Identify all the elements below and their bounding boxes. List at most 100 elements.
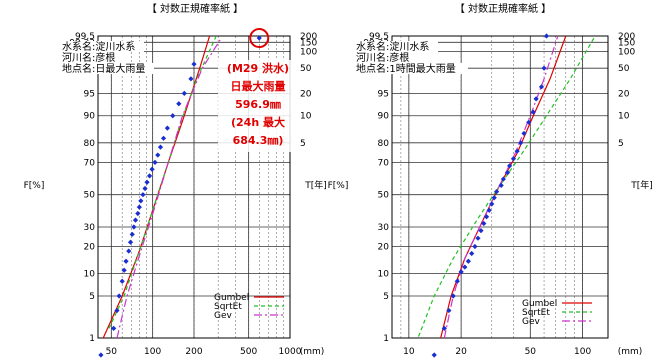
fit-line-gev — [116, 39, 221, 338]
data-point — [131, 224, 137, 230]
x-tick-label: 1000 — [279, 347, 302, 357]
y-tick-label: 95 — [84, 89, 95, 99]
legend-label: SqrtEt — [522, 308, 550, 318]
data-point — [541, 65, 547, 71]
data-point — [454, 278, 460, 284]
data-point — [155, 152, 161, 158]
data-point — [489, 201, 495, 207]
x-tick-label: 100 — [574, 347, 591, 357]
data-point — [176, 101, 182, 107]
y-tick-label: 1 — [89, 334, 95, 344]
data-point — [138, 198, 144, 204]
x-tick-label: 200 — [185, 347, 202, 357]
data-point — [188, 76, 194, 82]
y2-tick-label: 10 — [300, 112, 312, 122]
data-point — [132, 217, 139, 223]
x-tick-label: 100 — [144, 347, 161, 357]
info-line: 河川名:彦根 — [356, 51, 409, 64]
y2-tick-label: 100 — [618, 47, 635, 57]
data-point — [144, 179, 150, 185]
y-tick-label: 90 — [378, 112, 390, 122]
data-point — [465, 258, 471, 264]
data-point — [164, 125, 170, 131]
data-point — [472, 243, 478, 250]
data-point — [149, 166, 155, 172]
data-point — [450, 293, 456, 299]
annotation-line: 596.9㎜ — [235, 98, 281, 111]
data-point — [498, 182, 504, 188]
info-background — [60, 52, 124, 63]
y2-tick-label: 50 — [618, 64, 630, 74]
y-tick-label: 99.5 — [75, 32, 95, 42]
x-tick-label: 50 — [525, 347, 537, 357]
data-point — [191, 61, 197, 67]
y-axis-label: F[%] — [24, 181, 45, 191]
data-point — [469, 250, 475, 257]
y2-tick-label: 10 — [618, 112, 630, 122]
y2-tick-label: 150 — [300, 38, 317, 48]
data-point — [123, 258, 129, 264]
data-point — [486, 207, 492, 213]
data-point — [481, 220, 487, 227]
legend-label: SqrtEt — [214, 302, 242, 312]
data-point — [530, 109, 536, 115]
y-tick-label: 70 — [378, 158, 390, 168]
fit-line-gev — [443, 36, 559, 338]
data-point — [441, 325, 447, 331]
y2-tick-label: 100 — [300, 47, 317, 57]
data-point — [510, 156, 517, 162]
info-line: 水系名:淀川水系 — [62, 40, 135, 53]
fit-line-sqrtet — [417, 36, 596, 338]
legend-label: Gumbel — [522, 299, 557, 309]
y-tick-label: 50 — [84, 191, 96, 201]
y-tick-label: 10 — [378, 270, 390, 280]
y-tick-label: 80 — [84, 139, 96, 149]
data-point — [129, 231, 135, 237]
data-point — [136, 204, 142, 210]
outlier-point — [543, 33, 550, 39]
below-axis-point — [431, 352, 437, 358]
y-tick-label: 20 — [378, 243, 390, 253]
x-tick-label: 10 — [403, 347, 415, 357]
y-tick-label: 20 — [84, 243, 96, 253]
data-point — [157, 144, 164, 150]
chart-title: 【 対数正規確率紙 】 — [147, 2, 243, 15]
data-point — [121, 267, 127, 273]
data-point — [152, 159, 158, 165]
y2-tick-label: 20 — [618, 89, 630, 99]
y2-tick-label: 50 — [300, 64, 312, 74]
data-point — [458, 269, 464, 275]
y-tick-label: 5 — [89, 292, 95, 302]
data-point — [475, 235, 481, 241]
y-tick-label: 30 — [378, 223, 390, 233]
y2-tick-label: 5 — [618, 139, 624, 149]
y-tick-label: 90 — [84, 112, 96, 122]
y-tick-label: 80 — [378, 139, 390, 149]
info-background — [60, 41, 144, 52]
info-line: 地点名:1時間最大雨量 — [356, 62, 456, 75]
y-tick-label: 1 — [383, 334, 389, 344]
legend-label: Gev — [522, 317, 541, 327]
y-tick-label: 50 — [378, 191, 390, 201]
data-point — [483, 214, 490, 220]
y-tick-label: 95 — [378, 89, 389, 99]
data-point — [500, 176, 506, 182]
data-point — [462, 264, 468, 270]
data-point — [518, 140, 524, 146]
plot-frame — [97, 35, 291, 339]
data-point — [116, 293, 122, 299]
y-axis-label: F[%] — [328, 181, 349, 191]
y2-tick-label: 200 — [618, 32, 635, 42]
x-tick-label: 50 — [106, 347, 118, 357]
x-unit-label: (mm) — [300, 347, 325, 357]
info-background — [354, 63, 468, 74]
y2-tick-label: 5 — [300, 139, 306, 149]
annotation-line: 684.3㎜) — [233, 134, 284, 147]
data-point — [478, 227, 484, 234]
data-point — [446, 307, 452, 314]
fit-line-gumbel — [102, 36, 211, 338]
x-tick-label: 20 — [455, 347, 467, 357]
y-tick-label: 99.5 — [369, 32, 389, 42]
data-point — [514, 148, 520, 154]
